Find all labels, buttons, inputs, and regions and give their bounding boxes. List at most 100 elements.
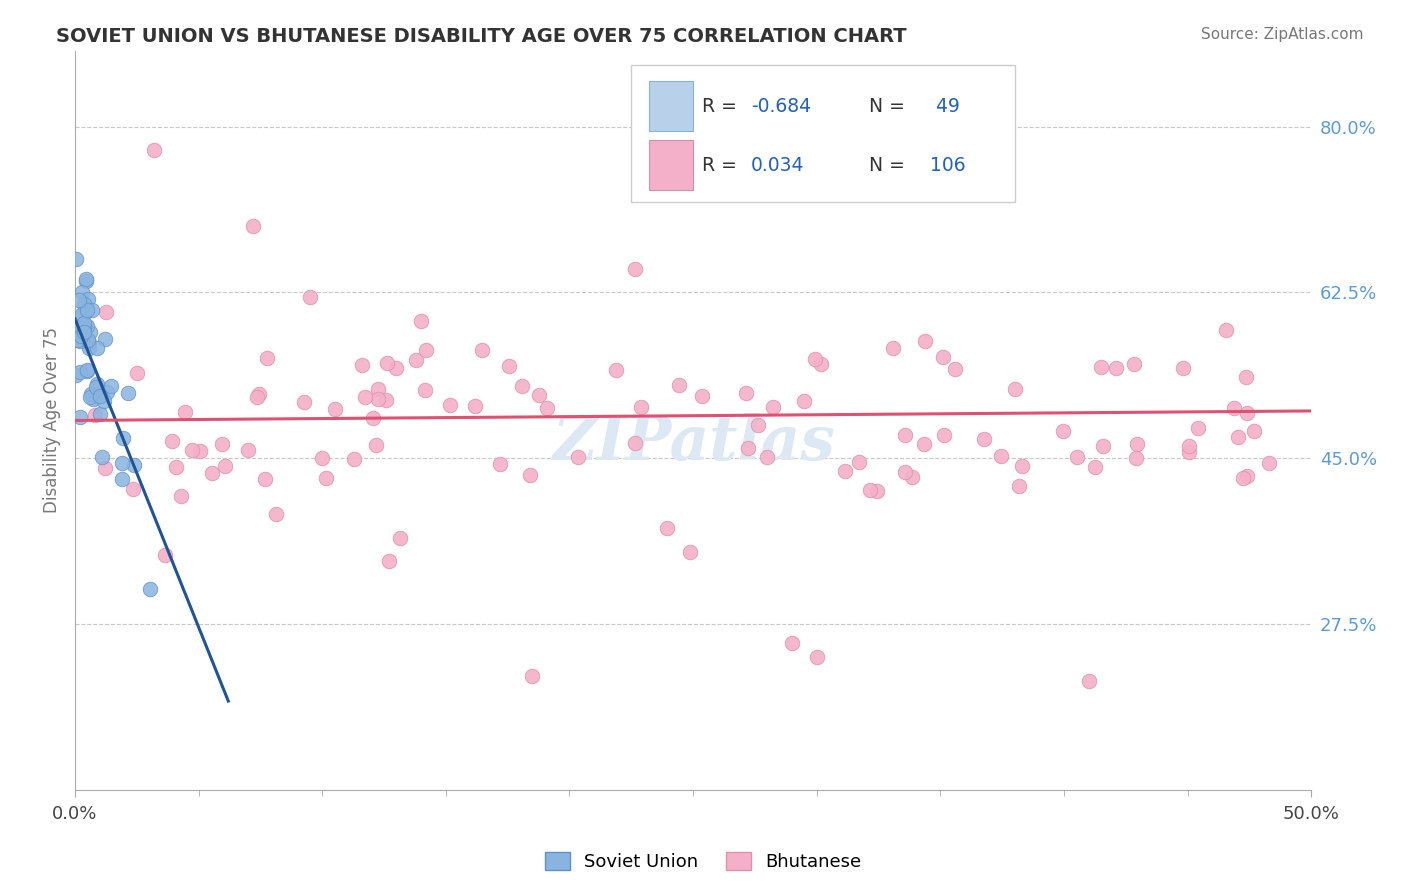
Point (932, 427, 955, 442)
Point (315, 470, 337, 484)
Text: 106: 106 (931, 156, 966, 175)
Point (100, 378, 122, 392)
Point (75, 274, 97, 288)
Point (367, 392, 389, 406)
Point (912, 437, 935, 451)
Point (624, 262, 647, 277)
Text: Source: ZipAtlas.com: Source: ZipAtlas.com (1201, 27, 1364, 42)
Point (89, 407, 111, 421)
Point (1187, 421, 1209, 435)
Point (411, 314, 433, 328)
Point (510, 379, 533, 393)
Text: -0.684: -0.684 (751, 96, 811, 116)
Point (69, 365, 91, 379)
Point (1232, 471, 1254, 485)
Point (174, 405, 197, 419)
Point (83, 409, 105, 423)
Point (894, 465, 917, 479)
Point (1090, 359, 1112, 374)
Point (1177, 445, 1199, 459)
Point (201, 466, 224, 480)
Point (76, 363, 98, 377)
Point (247, 387, 270, 401)
Point (901, 469, 924, 483)
Point (439, 398, 461, 412)
Point (668, 378, 690, 392)
Point (67, 293, 90, 307)
Point (858, 483, 880, 497)
Point (96, 384, 118, 399)
Point (181, 443, 204, 458)
Point (1234, 369, 1257, 384)
Point (77, 292, 100, 306)
Point (943, 361, 966, 376)
Point (72, 316, 94, 330)
Point (343, 451, 366, 466)
Point (73, 320, 96, 334)
Point (188, 444, 211, 458)
Point (86, 376, 108, 391)
Point (70, 329, 93, 343)
Point (522, 669, 544, 683)
Point (914, 334, 936, 349)
Text: ZIPatlas: ZIPatlas (551, 413, 835, 473)
FancyBboxPatch shape (648, 81, 693, 131)
Point (350, 358, 373, 372)
Point (1236, 469, 1258, 483)
Point (79, 390, 101, 404)
Text: N =: N = (869, 156, 904, 175)
Point (94, 460, 117, 475)
Point (65, 368, 87, 382)
Point (94, 332, 117, 346)
Point (378, 554, 401, 568)
Point (292, 394, 315, 409)
Point (848, 455, 870, 469)
Point (1178, 439, 1201, 453)
Point (498, 359, 520, 373)
Point (793, 393, 815, 408)
Point (413, 383, 436, 397)
Point (1171, 361, 1194, 376)
Point (1052, 424, 1074, 438)
Point (1091, 438, 1114, 452)
Point (311, 451, 333, 466)
Point (834, 464, 856, 478)
Point (678, 545, 700, 559)
Point (735, 385, 758, 400)
Point (80, 386, 103, 401)
Point (1243, 424, 1265, 438)
Y-axis label: Disability Age Over 75: Disability Age Over 75 (44, 327, 60, 514)
Point (143, 143, 166, 157)
Point (84, 380, 107, 394)
Point (153, 548, 176, 562)
Point (973, 432, 995, 446)
Point (690, 389, 713, 403)
Point (91, 450, 114, 464)
Point (567, 450, 589, 465)
Point (69, 334, 91, 348)
Text: R =: R = (702, 96, 742, 116)
Point (471, 343, 494, 358)
Point (66, 333, 89, 347)
Point (242, 219, 264, 233)
Point (256, 351, 278, 365)
FancyBboxPatch shape (648, 140, 693, 191)
Point (89, 389, 111, 403)
Point (527, 388, 550, 402)
Point (79, 325, 101, 339)
Point (76, 319, 98, 334)
Point (73, 306, 96, 320)
Point (624, 435, 647, 450)
Point (246, 390, 269, 404)
Point (254, 472, 277, 486)
Point (415, 343, 437, 358)
Point (238, 443, 260, 458)
Text: 49: 49 (931, 96, 960, 116)
FancyBboxPatch shape (631, 65, 1015, 202)
Point (737, 441, 759, 455)
Point (361, 410, 384, 425)
Point (1084, 460, 1107, 475)
Point (117, 385, 139, 400)
Point (389, 531, 412, 545)
Point (72, 307, 94, 321)
